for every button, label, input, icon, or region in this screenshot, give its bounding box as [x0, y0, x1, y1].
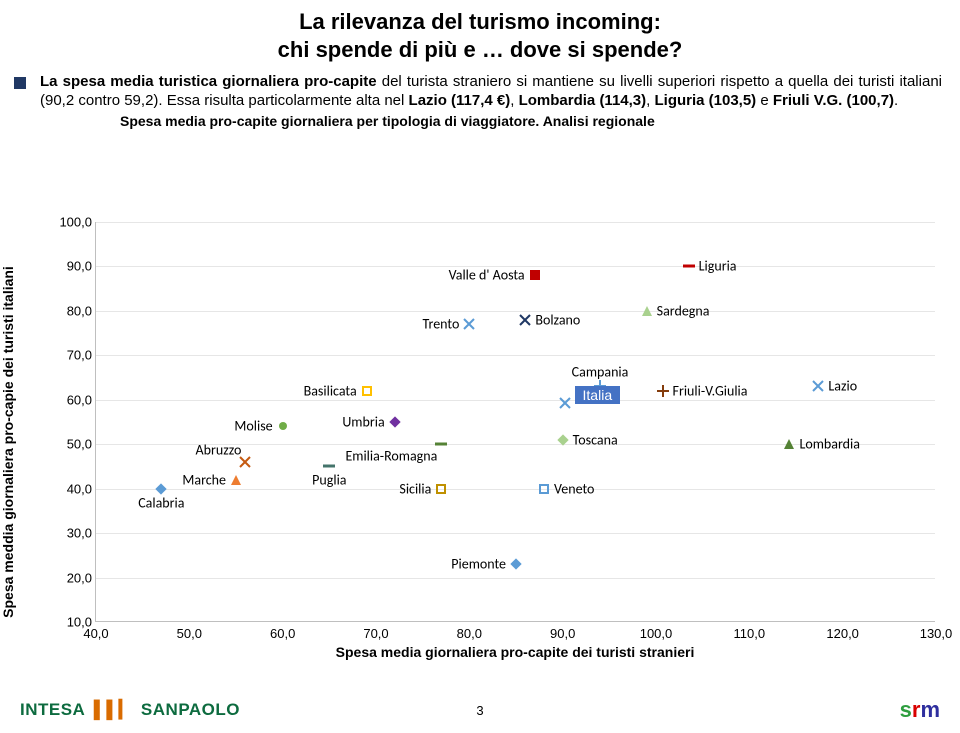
point-label: Sicilia: [399, 480, 431, 497]
logo-srm: srm: [900, 697, 940, 723]
data-point: [277, 420, 289, 432]
point-label: Molise: [234, 418, 272, 435]
y-tick-label: 70,0: [50, 348, 92, 363]
plot-area: 10,020,030,040,050,060,070,080,090,0100,…: [95, 222, 935, 622]
y-axis-label: Spesa meddia giornaliera pro-capie dei t…: [0, 266, 16, 618]
point-label: Marche: [182, 471, 226, 488]
data-point: [783, 438, 795, 450]
point-label: Valle d' Aosta: [449, 267, 525, 284]
page-number: 3: [476, 703, 483, 718]
page-title-block: La rilevanza del turismo incoming: chi s…: [0, 0, 960, 67]
point-label: Toscana: [573, 431, 618, 448]
x-tick-label: 50,0: [177, 626, 202, 641]
y-tick-label: 100,0: [50, 215, 92, 230]
data-point: [657, 385, 669, 397]
point-label: Lazio: [828, 378, 857, 395]
y-tick-label: 50,0: [50, 437, 92, 452]
y-tick-label: 60,0: [50, 392, 92, 407]
x-tick-label: 100,0: [640, 626, 673, 641]
x-tick-label: 60,0: [270, 626, 295, 641]
point-label: Sardegna: [657, 302, 710, 319]
title-line-1: La rilevanza del turismo incoming:: [40, 8, 920, 36]
x-tick-label: 130,0: [920, 626, 953, 641]
y-tick-label: 40,0: [50, 481, 92, 496]
title-line-2: chi spende di più e … dove si spende?: [40, 36, 920, 64]
data-point: [155, 483, 167, 495]
data-point: [529, 269, 541, 281]
point-label: Campania: [572, 364, 629, 381]
data-point: [519, 314, 531, 326]
data-point: [230, 474, 242, 486]
point-label: Trento: [423, 316, 460, 333]
data-point: [389, 416, 401, 428]
point-label: Veneto: [554, 480, 594, 497]
data-point: [557, 434, 569, 446]
data-point: [323, 460, 335, 472]
italia-badge: Italia: [575, 386, 621, 404]
data-point: [812, 380, 824, 392]
point-label: Lombardia: [799, 436, 859, 453]
point-label: Bolzano: [535, 311, 580, 328]
logo-intesa-sanpaolo: INTESA ▌▌▎ SANPAOLO: [20, 700, 240, 720]
point-label: Emilia-Romagna: [345, 448, 437, 465]
y-tick-label: 90,0: [50, 259, 92, 274]
data-point: [463, 318, 475, 330]
x-tick-label: 110,0: [734, 626, 766, 641]
point-label: Liguria: [699, 258, 737, 275]
y-tick-label: 30,0: [50, 526, 92, 541]
y-tick-label: 20,0: [50, 570, 92, 585]
point-label: Calabria: [138, 494, 184, 511]
data-point: [538, 483, 550, 495]
x-tick-label: 70,0: [363, 626, 388, 641]
data-point: [510, 558, 522, 570]
point-label: Puglia: [312, 472, 346, 489]
intro-paragraph: La spesa media turistica giornaliera pro…: [0, 67, 960, 113]
point-label: Friuli-V.Giulia: [673, 382, 748, 399]
point-label: Basilicata: [304, 382, 357, 399]
point-label: Piemonte: [451, 556, 506, 573]
scatter-chart: Spesa meddia giornaliera pro-capie dei t…: [40, 222, 945, 662]
data-point: [641, 305, 653, 317]
paragraph-text: La spesa media turistica giornaliera pro…: [40, 73, 942, 109]
data-point: [435, 483, 447, 495]
x-axis-label: Spesa media giornaliera pro-capite dei t…: [336, 644, 695, 660]
data-point: [361, 385, 373, 397]
point-label: Abruzzo: [196, 442, 242, 459]
data-point: [559, 397, 571, 409]
page-footer: INTESA ▌▌▎ SANPAOLO 3 srm: [0, 687, 960, 733]
point-label: Umbria: [342, 414, 384, 431]
x-tick-label: 80,0: [457, 626, 482, 641]
x-tick-label: 40,0: [83, 626, 108, 641]
data-point: [683, 260, 695, 272]
x-tick-label: 90,0: [550, 626, 575, 641]
y-tick-label: 80,0: [50, 303, 92, 318]
chart-subtitle: Spesa media pro-capite giornaliera per t…: [0, 113, 960, 129]
x-tick-label: 120,0: [826, 626, 859, 641]
bullet-icon: [14, 77, 26, 89]
